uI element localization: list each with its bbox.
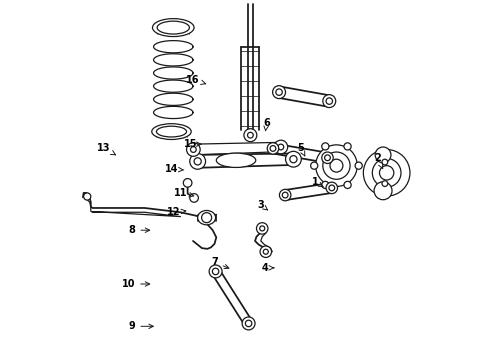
Circle shape xyxy=(183,179,192,187)
Circle shape xyxy=(364,149,410,196)
Circle shape xyxy=(323,95,336,108)
Circle shape xyxy=(278,144,284,150)
Text: 8: 8 xyxy=(128,225,149,235)
Circle shape xyxy=(355,162,362,169)
Circle shape xyxy=(190,153,205,169)
Circle shape xyxy=(194,158,201,165)
Circle shape xyxy=(267,143,279,154)
Text: 14: 14 xyxy=(165,164,184,174)
Circle shape xyxy=(244,129,257,141)
Circle shape xyxy=(190,194,198,202)
Circle shape xyxy=(274,140,288,154)
Circle shape xyxy=(322,143,329,150)
Ellipse shape xyxy=(197,211,216,225)
Text: 7: 7 xyxy=(211,257,229,269)
Circle shape xyxy=(286,151,301,167)
Circle shape xyxy=(326,182,338,194)
Text: 9: 9 xyxy=(129,321,153,331)
Circle shape xyxy=(212,268,219,275)
Circle shape xyxy=(330,159,343,172)
Ellipse shape xyxy=(216,153,256,167)
Ellipse shape xyxy=(152,124,191,139)
Circle shape xyxy=(374,182,392,200)
Ellipse shape xyxy=(201,213,212,223)
Circle shape xyxy=(263,249,269,254)
Circle shape xyxy=(316,145,357,186)
Circle shape xyxy=(324,155,330,161)
Text: 6: 6 xyxy=(263,118,270,131)
Text: 3: 3 xyxy=(258,200,268,210)
Ellipse shape xyxy=(152,19,194,37)
Circle shape xyxy=(191,147,196,152)
Text: 15: 15 xyxy=(184,139,201,149)
Circle shape xyxy=(344,181,351,189)
Text: 4: 4 xyxy=(261,263,274,273)
Text: 10: 10 xyxy=(122,279,149,289)
Circle shape xyxy=(279,189,291,201)
Circle shape xyxy=(282,192,288,198)
Circle shape xyxy=(270,145,276,151)
Circle shape xyxy=(326,98,333,104)
Circle shape xyxy=(290,156,297,163)
Ellipse shape xyxy=(157,21,190,34)
Circle shape xyxy=(260,246,271,257)
Text: 13: 13 xyxy=(97,143,116,155)
Text: 5: 5 xyxy=(297,143,305,156)
Circle shape xyxy=(382,181,388,186)
Text: 2: 2 xyxy=(374,153,383,169)
Circle shape xyxy=(322,152,333,163)
Text: 12: 12 xyxy=(167,207,186,217)
Circle shape xyxy=(260,226,265,231)
Text: 16: 16 xyxy=(186,75,206,85)
Circle shape xyxy=(372,158,401,187)
Circle shape xyxy=(272,86,286,99)
Circle shape xyxy=(187,143,200,156)
Text: 1: 1 xyxy=(312,177,323,187)
Circle shape xyxy=(276,89,282,95)
Circle shape xyxy=(344,143,351,150)
Circle shape xyxy=(322,181,329,189)
Circle shape xyxy=(375,147,391,163)
Circle shape xyxy=(242,317,255,330)
Circle shape xyxy=(323,152,350,179)
Circle shape xyxy=(382,159,388,165)
Circle shape xyxy=(84,193,91,200)
Circle shape xyxy=(379,166,394,180)
Circle shape xyxy=(245,320,252,327)
Circle shape xyxy=(247,132,253,138)
Circle shape xyxy=(209,265,222,278)
Circle shape xyxy=(256,223,268,234)
Circle shape xyxy=(311,162,318,169)
Circle shape xyxy=(329,185,335,191)
Text: 11: 11 xyxy=(173,188,194,198)
Ellipse shape xyxy=(156,126,187,137)
